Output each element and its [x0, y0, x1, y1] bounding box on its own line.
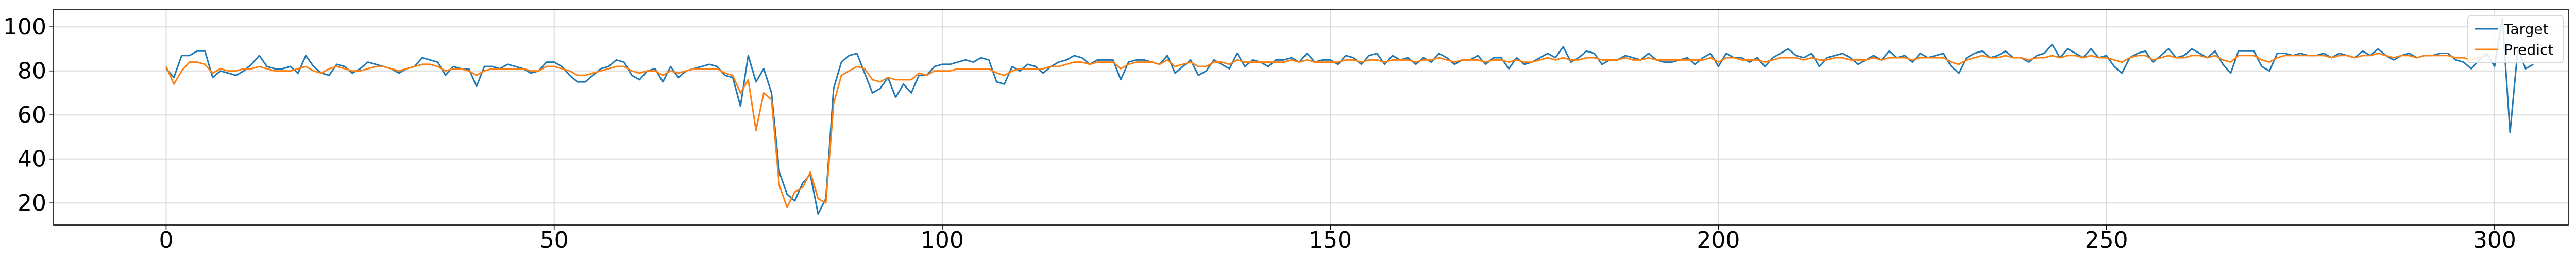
legend-label-predict: Predict [2504, 41, 2553, 58]
y-tick-label: 40 [18, 146, 46, 172]
x-tick-label: 0 [159, 227, 173, 253]
y-axis: 20 40 60 80 100 [3, 14, 54, 216]
y-tick-label: 20 [18, 190, 46, 216]
legend-box [2467, 15, 2564, 63]
y-tick-label: 60 [18, 102, 46, 128]
plot-area [54, 9, 2568, 225]
y-tick-label: 100 [3, 14, 46, 40]
x-tick-label: 200 [1697, 227, 1740, 253]
series-line-target [165, 17, 2534, 215]
x-tick-label: 250 [2085, 227, 2128, 253]
x-tick-label: 50 [540, 227, 569, 253]
legend: Target Predict [2467, 15, 2564, 63]
plot-frame [53, 9, 2569, 226]
x-axis: 0 50 100 150 200 250 300 [159, 225, 2516, 253]
series-line-predict [165, 53, 2487, 209]
series-layer [165, 17, 2534, 215]
grid-lines [54, 9, 2568, 225]
legend-label-target: Target [2503, 21, 2549, 38]
x-tick-label: 300 [2473, 227, 2516, 253]
y-tick-label: 80 [18, 58, 46, 84]
x-tick-label: 150 [1309, 227, 1352, 253]
x-tick-label: 100 [921, 227, 964, 253]
